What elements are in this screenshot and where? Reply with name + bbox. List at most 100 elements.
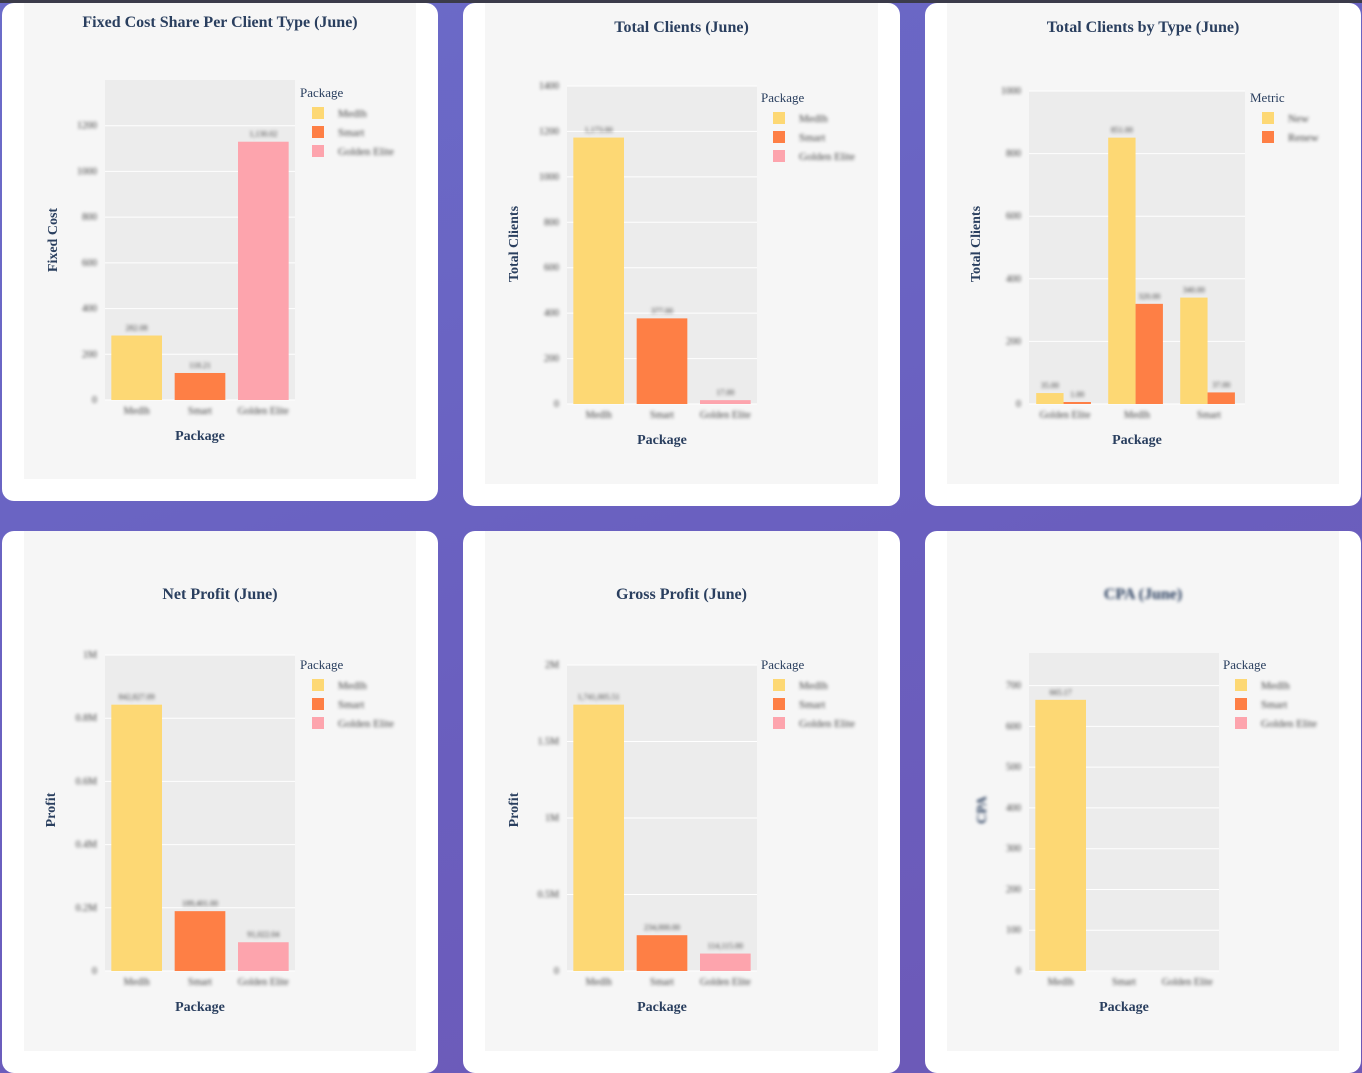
bar[interactable]	[573, 137, 624, 404]
legend-swatch[interactable]	[312, 717, 324, 729]
y-axis-title: Profit	[507, 792, 522, 827]
bar[interactable]	[1063, 402, 1091, 404]
legend-swatch[interactable]	[773, 679, 785, 691]
chart-title: CPA (June)	[1104, 586, 1182, 603]
legend-item-label[interactable]: Medlh	[799, 113, 828, 125]
y-tick-label: 400	[1006, 803, 1021, 814]
chart-title: Total Clients (June)	[614, 19, 749, 36]
chart-title: Fixed Cost Share Per Client Type (June)	[82, 14, 357, 31]
legend-swatch[interactable]	[312, 145, 324, 157]
legend-swatch[interactable]	[1235, 698, 1247, 710]
chart-svg[interactable]: Net Profit (June) 0 0.2M 0.4M 0.6M 0.8M 1M 842,…	[2, 531, 438, 1073]
legend-item-label[interactable]: Smart	[1261, 699, 1287, 711]
chart-card: Total Clients by Type (June) 0 200 400 600 80…	[925, 3, 1361, 506]
bar[interactable]	[1036, 393, 1064, 404]
data-label: 35.00	[1041, 381, 1059, 390]
bar[interactable]	[238, 141, 289, 400]
legend-swatch[interactable]	[1235, 679, 1247, 691]
chart-svg[interactable]: Gross Profit (June) 0 0.5M 1M 1.5M 2M 1,741,00…	[463, 531, 900, 1073]
legend-swatch[interactable]	[312, 126, 324, 138]
bar[interactable]	[174, 911, 226, 971]
legend-swatch[interactable]	[312, 679, 324, 691]
bar[interactable]	[573, 704, 624, 971]
bar[interactable]	[1108, 137, 1136, 404]
legend-item-label[interactable]: Golden Elite	[1261, 718, 1317, 730]
y-tick-label: 1M	[83, 650, 97, 661]
y-tick-label: 0.4M	[76, 840, 98, 851]
legend-swatch[interactable]	[773, 112, 785, 124]
legend-item-label[interactable]: Smart	[338, 127, 364, 139]
y-tick-label: 600	[1006, 211, 1021, 222]
chart-svg[interactable]: CPA (June) 0 100 200 300 400 500 600 700 665.17 Me…	[925, 531, 1361, 1073]
y-tick-label: 200	[82, 349, 97, 360]
chart-card: Fixed Cost Share Per Client Type (June) 0…	[2, 3, 438, 501]
chart-svg[interactable]: Total Clients by Type (June) 0 200 400 600 80…	[925, 3, 1361, 506]
legend-item-label[interactable]: Golden Elite	[799, 718, 855, 730]
data-label: 114,115.00	[708, 942, 743, 951]
y-tick-label: 1000	[539, 172, 559, 183]
legend-swatch[interactable]	[773, 131, 785, 143]
y-tick-label: 0.2M	[76, 903, 98, 914]
legend-item-label[interactable]: Smart	[799, 132, 825, 144]
legend-item-label[interactable]: Medlh	[338, 680, 367, 692]
x-tick-label: Golden Elite	[238, 977, 289, 988]
x-axis-title: Package	[1112, 433, 1162, 448]
legend-item-label[interactable]: Golden Elite	[338, 718, 394, 730]
legend-swatch[interactable]	[1262, 112, 1274, 124]
x-tick-label: Smart	[188, 406, 212, 417]
y-tick-label: 400	[544, 308, 559, 319]
legend-item-label[interactable]: Medlh	[799, 680, 828, 692]
bar[interactable]	[636, 318, 688, 404]
data-label: 851.00	[1111, 126, 1133, 135]
bar[interactable]	[1135, 303, 1163, 404]
legend-swatch[interactable]	[1262, 131, 1274, 143]
chart-svg[interactable]: Total Clients (June) 0 200 400 600 800 1000 120…	[463, 3, 900, 506]
bar[interactable]	[1180, 297, 1208, 404]
data-label: 340.00	[1183, 286, 1205, 295]
x-tick-label: Medlh	[1124, 410, 1150, 421]
y-axis-title: Fixed Cost	[46, 208, 61, 273]
y-tick-label: 0.6M	[76, 776, 98, 787]
legend-swatch[interactable]	[312, 107, 324, 119]
legend-swatch[interactable]	[1235, 717, 1247, 729]
bar[interactable]	[1207, 392, 1235, 404]
legend-item-label[interactable]: Golden Elite	[338, 146, 394, 158]
bar[interactable]	[700, 953, 751, 971]
bar[interactable]	[238, 942, 289, 971]
legend-item-label[interactable]: Renew	[1288, 132, 1319, 144]
data-label: 118.21	[189, 361, 211, 370]
legend-title: Package	[300, 85, 344, 100]
legend-swatch[interactable]	[773, 150, 785, 162]
bar[interactable]	[1035, 699, 1086, 971]
x-tick-label: Medlh	[586, 977, 612, 988]
chart-title: Gross Profit (June)	[616, 586, 747, 603]
y-tick-label: 600	[1006, 721, 1021, 732]
legend-item-label[interactable]: Medlh	[338, 108, 367, 120]
data-label: 282.08	[126, 324, 148, 333]
y-tick-label: 0	[92, 966, 97, 977]
x-tick-label: Medlh	[1048, 977, 1074, 988]
bar[interactable]	[174, 372, 226, 400]
y-tick-label: 400	[82, 304, 97, 315]
y-tick-label: 200	[544, 354, 559, 365]
legend-swatch[interactable]	[773, 717, 785, 729]
chart-card: Net Profit (June) 0 0.2M 0.4M 0.6M 0.8M 1M 842,…	[2, 531, 438, 1073]
bar[interactable]	[700, 400, 751, 404]
bar[interactable]	[111, 704, 162, 971]
x-tick-label: Smart	[650, 410, 674, 421]
chart-svg[interactable]: Fixed Cost Share Per Client Type (June) 0…	[2, 3, 438, 501]
legend-swatch[interactable]	[312, 698, 324, 710]
legend-title: Package	[761, 90, 805, 105]
legend-swatch[interactable]	[773, 698, 785, 710]
x-axis-title: Package	[637, 1000, 687, 1015]
legend-item-label[interactable]: Smart	[799, 699, 825, 711]
data-label: 1,173.00	[585, 126, 613, 135]
legend-item-label[interactable]: New	[1288, 113, 1309, 125]
legend-item-label[interactable]: Medlh	[1261, 680, 1290, 692]
legend-item-label[interactable]: Golden Elite	[799, 151, 855, 163]
bar[interactable]	[111, 335, 162, 400]
bar[interactable]	[636, 935, 688, 971]
legend-item-label[interactable]: Smart	[338, 699, 364, 711]
x-axis-title: Package	[1099, 1000, 1149, 1015]
data-label: 665.17	[1050, 688, 1072, 697]
